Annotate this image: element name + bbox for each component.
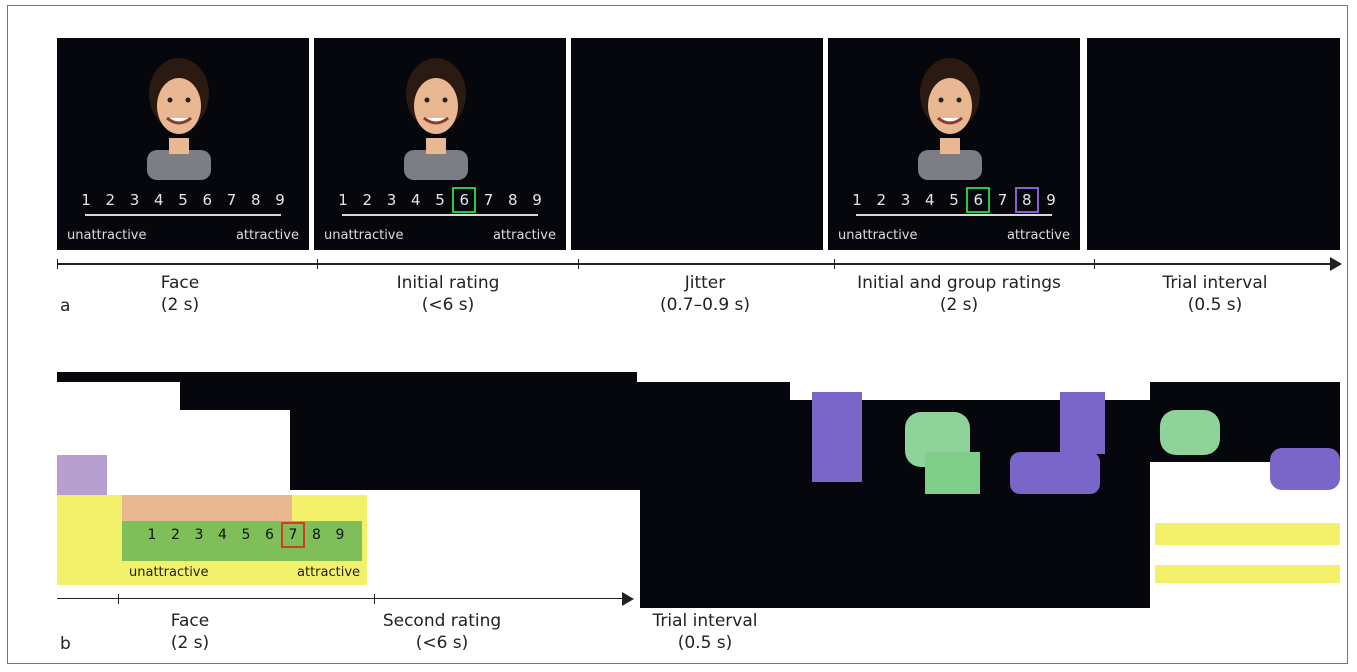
scale-num-9: 9 (532, 191, 542, 209)
scale-num-2: 2 (876, 191, 887, 209)
step-label-trial-interval: Trial interval (0.5 s) (1162, 273, 1268, 315)
initial-rating-box: 6 (966, 187, 991, 213)
glitch-face-chin (122, 495, 292, 521)
glitch-face-fragment (925, 452, 980, 494)
screen-trial-interval (1087, 38, 1340, 250)
screen-jitter (571, 38, 823, 250)
step-label-trial-interval-b: Trial interval (0.5 s) (652, 611, 758, 653)
scale-line (856, 214, 1052, 216)
face-image (918, 58, 982, 180)
screen-group-ratings: 1 2 3 4 5 6 7 8 9 unattractive attractiv… (828, 38, 1080, 250)
scale-num-5: 5 (178, 191, 188, 209)
scale-num-7: 7 (226, 191, 237, 209)
scale-num-5: 5 (949, 191, 959, 209)
face-image (404, 58, 468, 180)
anchor-unattractive: unattractive (838, 228, 918, 243)
scale-num-4: 4 (924, 191, 935, 209)
figure-frame (7, 5, 1348, 664)
step-label-face: Face (2 s) (160, 273, 200, 315)
rating-scale: 1 2 3 4 5 6 7 8 9 (75, 188, 291, 212)
timeline-a-tick (57, 259, 58, 269)
scale-num-5: 5 (435, 191, 445, 209)
initial-rating-box: 6 (452, 187, 477, 213)
scale-num-9: 9 (1046, 191, 1056, 209)
glitch-face-fragment (57, 455, 107, 495)
glitch-face-fragment (1160, 410, 1220, 455)
anchor-attractive: attractive (297, 565, 361, 580)
group-rating-box: 8 (1014, 187, 1039, 213)
screen-face: 1 2 3 4 5 6 7 8 9 unattractive attractiv… (57, 38, 309, 250)
scale-num-4: 4 (410, 191, 421, 209)
glitch-band (290, 410, 640, 490)
scale-num-1: 1 (147, 527, 157, 543)
step-label-jitter: Jitter (0.7–0.9 s) (659, 273, 751, 315)
scale-num-7: 7 (483, 191, 494, 209)
scale-num-3: 3 (194, 527, 204, 543)
glitch-band (57, 372, 637, 382)
anchor-unattractive: unattractive (129, 565, 209, 580)
glitch-face-fragment (812, 392, 862, 482)
step-label-face-b: Face (2 s) (170, 611, 210, 653)
scale-num-8: 8 (250, 191, 261, 209)
timeline-a-tick (578, 259, 579, 269)
glitch-scale-strip: 1 2 3 4 5 6 7 8 9 unattractive attractiv… (57, 495, 367, 585)
scale-num-2: 2 (171, 527, 180, 543)
face-image (147, 58, 211, 180)
glitch-band (640, 382, 790, 608)
scale-num-7: 7 (997, 191, 1008, 209)
anchor-attractive: attractive (1006, 228, 1070, 243)
anchor-attractive: attractive (492, 228, 556, 243)
timeline-a-axis (57, 263, 1333, 265)
scale-num-5: 5 (241, 527, 251, 543)
panel-a-letter: a (60, 296, 71, 316)
rating-scale: 1 2 3 4 5 6 7 8 9 (846, 187, 1062, 213)
anchor-unattractive: unattractive (324, 228, 404, 243)
scale-line (85, 214, 281, 216)
scale-num-3: 3 (129, 191, 140, 209)
timeline-b-arrow-icon (622, 592, 634, 606)
scale-num-2: 2 (105, 191, 116, 209)
scale-num-2: 2 (362, 191, 373, 209)
step-label-initial-rating: Initial rating (<6 s) (396, 273, 500, 315)
panel-b-letter: b (60, 634, 71, 654)
step-label-initial-group: Initial and group ratings (2 s) (857, 273, 1061, 315)
scale-line (342, 214, 538, 216)
timeline-b-tick (374, 594, 375, 604)
glitch-face-fragment (1270, 448, 1340, 490)
timeline-a-tick (317, 259, 318, 269)
timeline-b-axis (57, 598, 627, 599)
glitch-face-fragment (1060, 392, 1105, 454)
glitch-band (180, 382, 640, 410)
anchor-attractive: attractive (235, 228, 299, 243)
timeline-a-arrow-icon (1330, 257, 1342, 271)
scale-num-3: 3 (386, 191, 397, 209)
second-rating-box: 7 (281, 522, 305, 548)
glitch-scale-strip-right (1155, 495, 1340, 585)
scale-num-8: 8 (312, 527, 321, 543)
scale-num-4: 4 (218, 527, 227, 543)
glitch-face-fragment (1010, 452, 1100, 494)
screen-initial-rating: 1 2 3 4 5 6 7 8 9 unattractive attractiv… (314, 38, 566, 250)
scale-num-1: 1 (338, 191, 348, 209)
timeline-a-tick (1094, 259, 1095, 269)
scale-num-4: 4 (153, 191, 164, 209)
rating-scale: 1 2 3 4 5 6 7 8 9 (332, 187, 548, 213)
scale-num-9: 9 (335, 527, 345, 543)
timeline-a-tick (834, 259, 835, 269)
scale-num-1: 1 (81, 191, 91, 209)
scale-num-6: 6 (265, 527, 274, 543)
scale-num-3: 3 (900, 191, 911, 209)
scale-num-6: 6 (202, 191, 213, 209)
timeline-b-tick (118, 594, 119, 604)
anchor-unattractive: unattractive (67, 228, 147, 243)
panel-a-screens: 1 2 3 4 5 6 7 8 9 unattractive attractiv… (57, 38, 1340, 250)
scale-num-9: 9 (275, 191, 285, 209)
scale-num-8: 8 (507, 191, 518, 209)
second-rating-scale: 1 2 3 4 5 6 7 8 9 (141, 522, 351, 548)
scale-num-1: 1 (852, 191, 862, 209)
step-label-second-rating: Second rating (<6 s) (382, 611, 502, 653)
